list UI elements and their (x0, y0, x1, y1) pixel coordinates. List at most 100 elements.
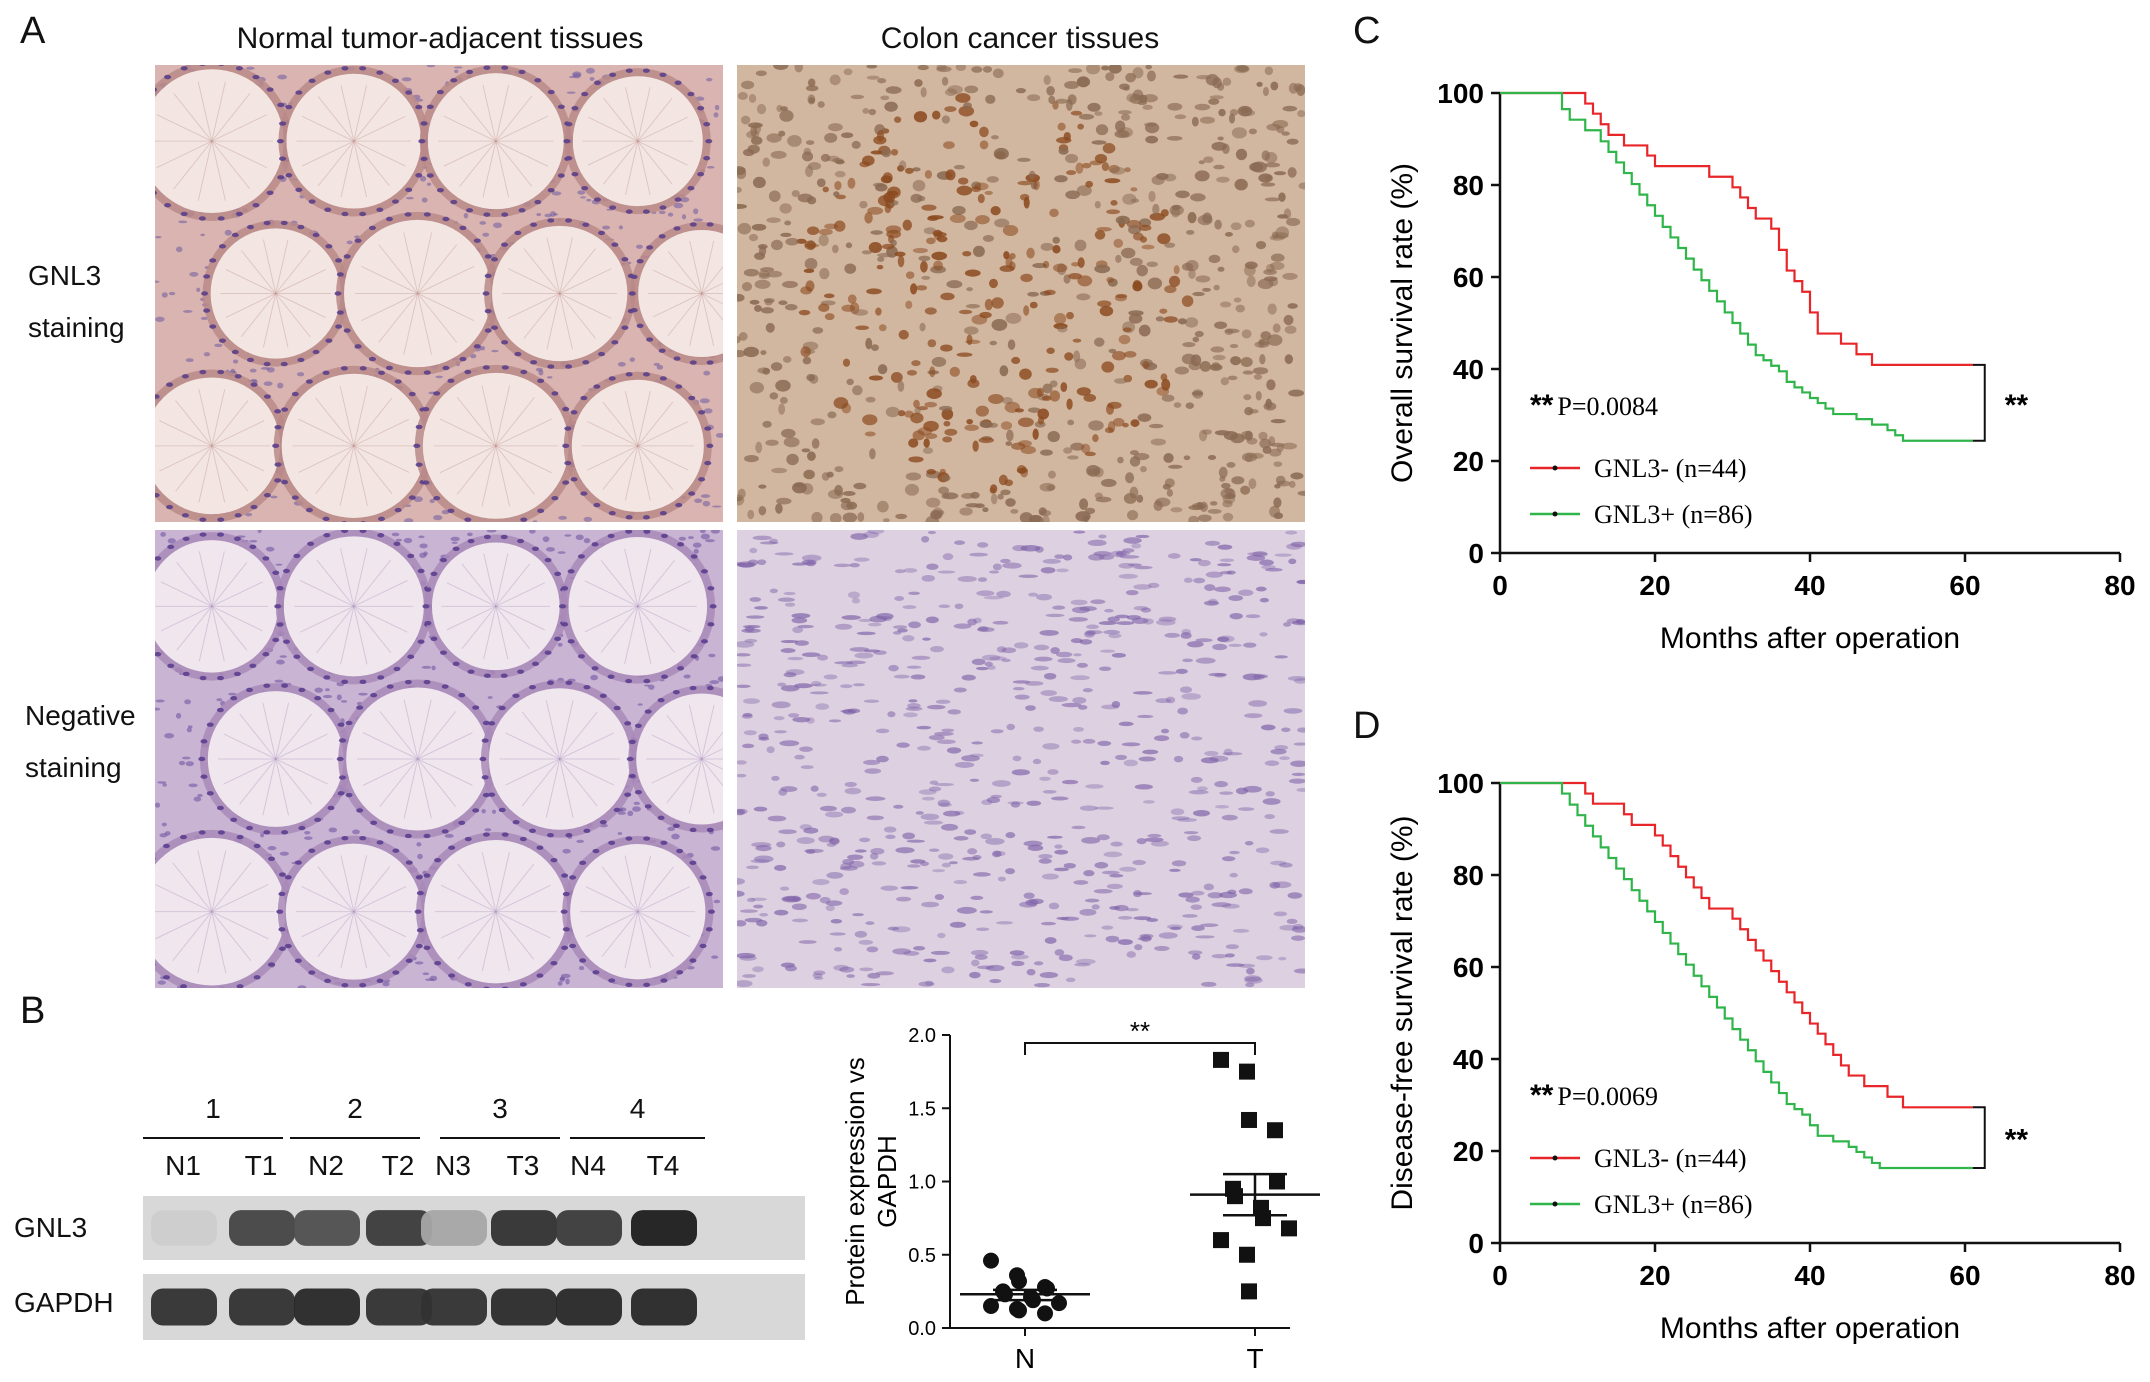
column-title-cancer: Colon cancer tissues (735, 22, 1305, 56)
stroma-nucleus (184, 699, 191, 704)
stromal-cell (1274, 911, 1287, 916)
tumor-cell-nucleus (966, 419, 973, 424)
epithelial-nucleus (427, 173, 434, 177)
stroma-nucleus (162, 823, 167, 827)
stroma-nucleus (347, 241, 353, 245)
stroma-nucleus (204, 352, 210, 356)
blot-group-number: 2 (325, 1093, 385, 1125)
stromal-cell (1106, 936, 1120, 943)
tumor-cell-nucleus (862, 108, 869, 114)
tumor-cell-nucleus (1105, 72, 1114, 81)
significance-stars: ** (2005, 1124, 2029, 1157)
stromal-cell (1217, 563, 1231, 566)
tumor-cell-nucleus (1283, 106, 1298, 112)
tumor-cell-nucleus (756, 70, 767, 76)
epithelial-nucleus (550, 858, 557, 862)
epithelial-nucleus (416, 875, 423, 879)
blot-band (631, 1210, 697, 1246)
epithelial-nucleus (232, 233, 239, 237)
epithelial-nucleus (708, 909, 715, 913)
tumor-cell-nucleus (1004, 479, 1013, 486)
stroma-nucleus (454, 66, 463, 68)
stroma-nucleus (693, 218, 703, 221)
epithelial-nucleus (377, 840, 384, 844)
epithelial-nucleus (520, 370, 527, 374)
stromal-cell (1028, 845, 1044, 851)
tumor-cell-nucleus (944, 106, 956, 112)
tumor-cell-nucleus (1043, 261, 1050, 269)
stroma-nucleus (547, 376, 553, 379)
tumor-cell-nucleus (1101, 66, 1110, 71)
epithelial-nucleus (182, 513, 189, 517)
epithelial-nucleus (707, 360, 714, 364)
epithelial-nucleus (377, 533, 384, 537)
epithelial-nucleus (593, 503, 600, 507)
stromal-cell (1208, 599, 1218, 605)
stromal-cell (1069, 617, 1088, 622)
stroma-nucleus (668, 213, 673, 217)
epithelial-nucleus (234, 672, 241, 676)
stromal-cell (831, 919, 843, 924)
tumor-cell-nucleus (1230, 109, 1238, 116)
stroma-nucleus (491, 350, 498, 352)
tumor-cell-nucleus (834, 220, 846, 231)
epithelial-nucleus (660, 841, 667, 845)
tumor-cell-nucleus (1103, 143, 1116, 153)
tumor-cell-nucleus (1037, 388, 1044, 397)
stromal-cell (829, 719, 841, 722)
stromal-cell (842, 859, 854, 865)
data-point-n (1011, 1302, 1027, 1318)
stromal-cell (1270, 861, 1287, 866)
stromal-cell (848, 592, 860, 599)
epithelial-nucleus (235, 374, 242, 378)
tumor-cell-nucleus (943, 141, 955, 149)
epithelial-nucleus (537, 509, 544, 513)
tumor-cell-nucleus (867, 76, 880, 80)
epithelial-nucleus (700, 875, 707, 879)
stromal-cell (1288, 892, 1303, 898)
stromal-cell (998, 877, 1006, 882)
tumor-cell-nucleus (1020, 274, 1032, 282)
tumor-cell-nucleus (824, 294, 835, 299)
tumor-cell-nucleus (899, 330, 909, 340)
stromal-cell (1034, 961, 1043, 965)
epithelial-nucleus (217, 708, 224, 712)
epithelial-nucleus (207, 722, 214, 726)
stromal-cell (916, 811, 924, 815)
stromal-cell (903, 951, 919, 956)
tumor-cell-nucleus (826, 156, 839, 162)
stromal-cell (876, 729, 889, 734)
tumor-cell-nucleus (803, 470, 815, 480)
stroma-nucleus (433, 515, 442, 520)
stromal-cell (1047, 836, 1063, 839)
stromal-cell (1119, 867, 1136, 872)
tumor-cell-nucleus (818, 101, 825, 108)
stromal-cell (921, 902, 939, 908)
stromal-cell (1191, 736, 1202, 740)
tumor-cell-nucleus (925, 170, 932, 179)
stroma-nucleus (267, 367, 275, 372)
stromal-cell (938, 604, 950, 608)
tumor-cell-nucleus (1064, 81, 1079, 89)
tumor-cell-nucleus (980, 140, 989, 149)
tumor-cell-nucleus (1249, 129, 1257, 135)
tumor-cell-nucleus (1272, 231, 1279, 239)
tumor-cell-nucleus (1029, 171, 1035, 179)
tumor-cell-nucleus (894, 252, 905, 257)
blot-row-label-gapdh: GAPDH (14, 1287, 114, 1319)
tumor-cell-nucleus (985, 299, 993, 310)
epithelial-nucleus (163, 975, 170, 979)
stromal-cell (1187, 835, 1201, 841)
stromal-cell (897, 628, 908, 632)
stroma-nucleus (544, 214, 552, 218)
stromal-cell (778, 829, 796, 834)
epithelial-nucleus (415, 105, 422, 109)
tumor-cell-nucleus (1046, 86, 1055, 96)
blot-band (294, 1210, 360, 1246)
tumor-cell-nucleus (1056, 99, 1068, 104)
epithelial-nucleus (274, 462, 281, 466)
tumor-cell-nucleus (971, 186, 981, 192)
stromal-cell (938, 853, 953, 859)
stroma-nucleus (314, 688, 322, 693)
stromal-cell (1029, 899, 1044, 905)
